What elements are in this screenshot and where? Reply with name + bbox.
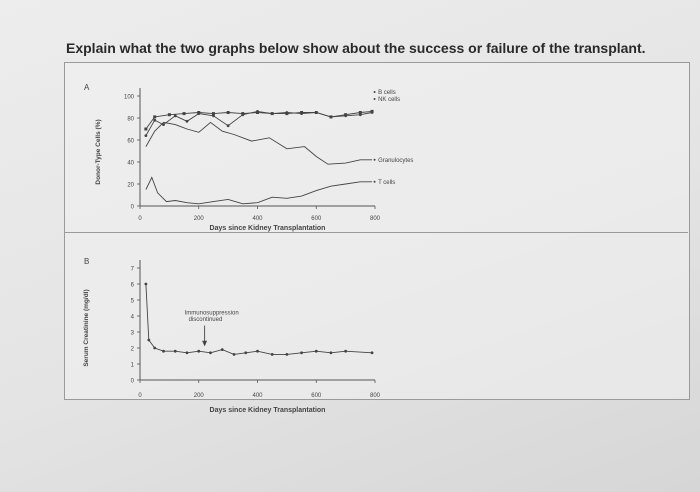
data-point	[344, 114, 348, 118]
data-point	[162, 123, 165, 126]
x-tick-label: 0	[138, 216, 142, 222]
legend-label: T cells	[378, 180, 395, 186]
data-point	[162, 349, 165, 353]
x-tick-label: 400	[252, 216, 263, 222]
legend-marker	[373, 98, 376, 100]
x-axis-label: Days since Kidney Transplantation	[210, 225, 326, 232]
legend-label: B cells	[378, 90, 396, 96]
y-tick-label: 4	[131, 315, 135, 321]
panel-label: B	[84, 257, 89, 266]
x-tick-label: 0	[138, 393, 142, 399]
data-point	[256, 110, 259, 113]
data-point	[197, 112, 201, 115]
y-tick-label: 1	[131, 363, 135, 369]
annotation-text-line2: discontinued	[189, 317, 223, 323]
series-line	[145, 110, 373, 136]
data-point	[358, 113, 362, 117]
data-point	[153, 346, 157, 350]
y-tick-label: 20	[127, 183, 134, 189]
data-point	[144, 127, 148, 131]
y-tick-label: 7	[131, 267, 135, 273]
data-point	[244, 351, 248, 355]
data-point	[241, 113, 245, 117]
data-point	[173, 114, 177, 118]
data-point	[220, 348, 224, 351]
y-tick-label: 60	[127, 139, 134, 145]
legend-marker	[373, 91, 376, 93]
data-point	[232, 353, 236, 356]
panel-divider	[64, 232, 688, 233]
y-tick-label: 0	[131, 379, 135, 385]
data-point	[329, 351, 333, 355]
x-tick-label: 200	[194, 393, 205, 399]
y-axis-label: Donor-Type Cells (%)	[95, 119, 102, 184]
x-tick-label: 800	[370, 216, 381, 222]
series-line	[145, 283, 373, 355]
data-point	[226, 124, 230, 128]
y-tick-label: 100	[124, 95, 135, 101]
annotation-arrowhead	[202, 340, 208, 347]
data-point	[344, 349, 348, 353]
panel-label: A	[84, 83, 90, 92]
data-point	[314, 349, 318, 353]
legend-label: NK cells	[378, 97, 400, 103]
y-tick-label: 6	[131, 283, 135, 289]
data-point	[226, 111, 230, 114]
y-tick-label: 3	[131, 331, 135, 337]
data-point	[185, 351, 189, 355]
y-tick-label: 0	[131, 205, 135, 211]
x-tick-label: 800	[370, 393, 381, 399]
legend-label: Granulocytes	[378, 158, 413, 164]
data-point	[314, 111, 318, 114]
y-tick-label: 5	[131, 299, 135, 305]
y-axis-label: Serum Creatinine (mg/dl)	[83, 289, 90, 366]
data-point	[285, 353, 289, 356]
data-point	[144, 134, 148, 138]
data-point	[147, 338, 151, 342]
data-point	[329, 115, 333, 119]
data-point	[270, 353, 274, 356]
data-point	[153, 118, 157, 122]
data-point	[197, 349, 201, 353]
data-point	[167, 113, 171, 117]
x-tick-label: 400	[252, 393, 263, 399]
legend-marker	[373, 158, 376, 161]
series-line	[145, 176, 373, 205]
data-point	[153, 115, 157, 119]
data-point	[370, 351, 374, 355]
data-point	[300, 112, 303, 115]
x-tick-label: 600	[311, 393, 322, 399]
data-point	[270, 112, 274, 115]
data-point	[300, 351, 303, 355]
annotation-text-line1: Immunosuppression	[185, 310, 239, 316]
data-point	[182, 112, 186, 116]
y-tick-label: 40	[127, 161, 134, 167]
data-point	[370, 111, 374, 114]
question-text: Explain what the two graphs below show a…	[66, 40, 646, 56]
x-tick-label: 600	[311, 216, 322, 222]
data-point	[185, 119, 189, 123]
figure-frame	[64, 62, 690, 400]
data-point	[212, 114, 215, 118]
legend-marker	[373, 180, 376, 183]
y-tick-label: 2	[131, 347, 135, 353]
x-tick-label: 200	[194, 216, 205, 222]
data-point	[256, 349, 259, 353]
series-line	[145, 121, 373, 165]
data-point	[358, 111, 362, 114]
data-point	[285, 111, 289, 114]
data-point	[173, 349, 177, 353]
y-tick-label: 80	[127, 117, 134, 123]
x-axis-label: Days since Kidney Transplantation	[210, 407, 326, 414]
data-point	[144, 282, 148, 286]
data-point	[211, 112, 215, 116]
data-point	[209, 351, 212, 355]
